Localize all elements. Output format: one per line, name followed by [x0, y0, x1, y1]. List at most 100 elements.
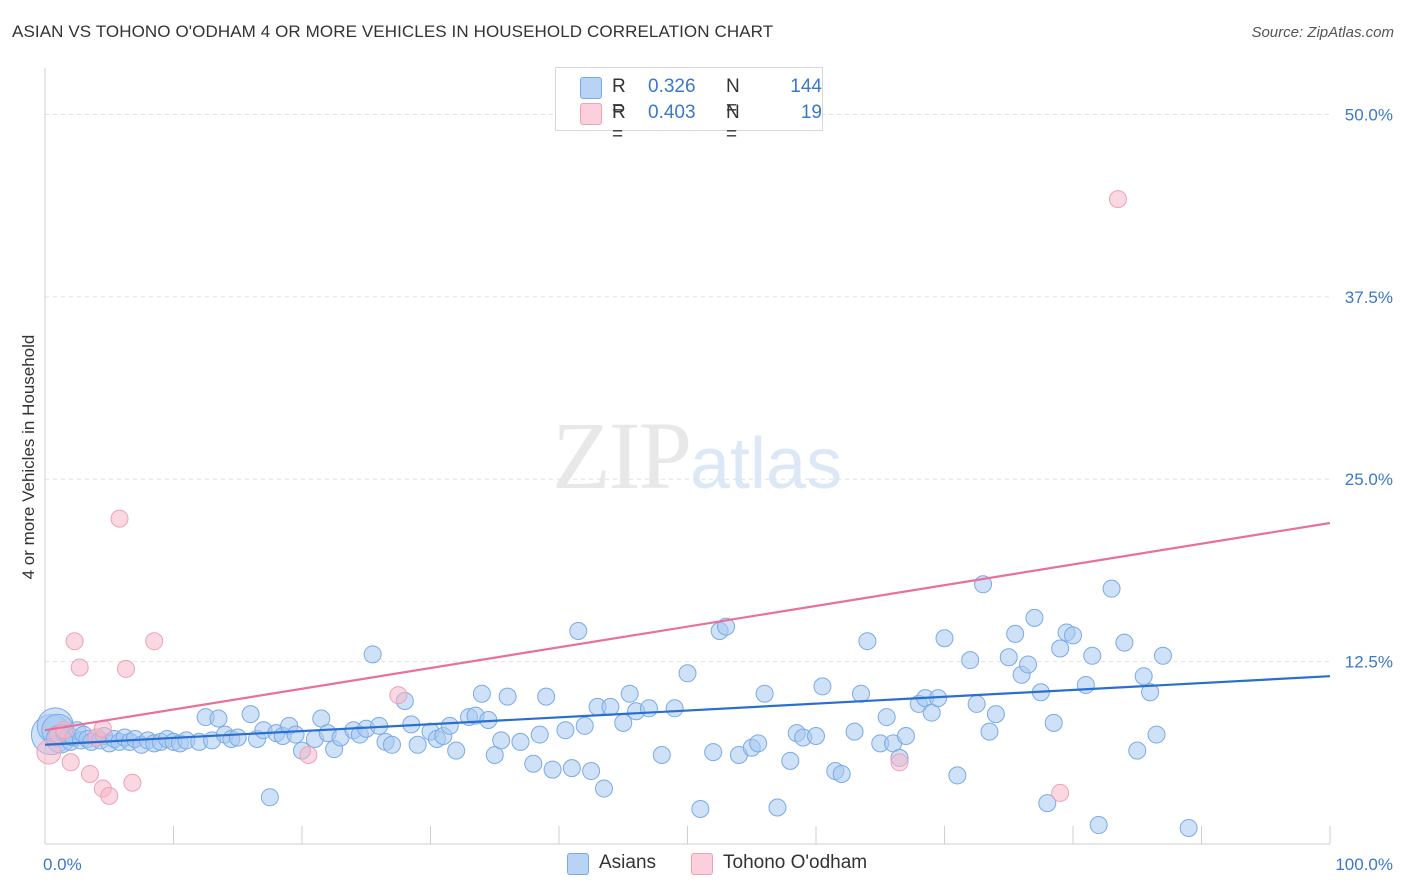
legend-swatch-asians — [580, 77, 602, 99]
watermark: ZIPatlas — [552, 400, 842, 511]
asians-point — [382, 735, 401, 754]
bottom-legend-swatch-asians — [567, 853, 589, 875]
x-tick-label: 100.0% — [1335, 855, 1393, 874]
bottom-legend-label-tohono: Tohono O'odham — [723, 852, 868, 873]
asians-point — [851, 684, 870, 703]
tohono-point — [110, 509, 129, 528]
tohono-point — [1051, 783, 1070, 802]
asians-point — [986, 705, 1005, 724]
tohono-point — [890, 753, 909, 772]
asians-point — [749, 734, 768, 753]
asians-point — [1141, 683, 1160, 702]
asians-point — [594, 779, 613, 798]
legend-n-value: 19 — [800, 102, 822, 123]
asians-point — [511, 732, 530, 751]
asians-point — [1044, 713, 1063, 732]
tohono-point — [116, 659, 135, 678]
asians-point — [1134, 667, 1153, 686]
watermark-zip: ZIP — [552, 402, 692, 509]
asians-point — [832, 764, 851, 783]
asians-point — [524, 754, 543, 773]
asians-point — [1128, 741, 1147, 760]
x-tick-label: 0.0% — [43, 855, 82, 874]
asians-point — [652, 745, 671, 764]
asians-point — [1102, 579, 1121, 598]
tohono-point — [61, 753, 80, 772]
asians-point — [228, 728, 247, 747]
legend-r-label: R = — [612, 76, 626, 119]
asians-point — [582, 762, 601, 781]
tohono-point — [389, 686, 408, 705]
legend-n-label: N = — [726, 102, 740, 145]
asians-point — [1006, 624, 1025, 643]
tohono-point — [36, 739, 62, 765]
y-axis-label: 4 or more Vehicles in Household — [19, 335, 38, 580]
tohono-point — [123, 773, 142, 792]
asians-point — [556, 721, 575, 740]
asians-point — [813, 677, 832, 696]
asians-point — [408, 735, 427, 754]
asians-point — [472, 684, 491, 703]
asians-point — [967, 694, 986, 713]
asians-point — [601, 697, 620, 716]
legend-swatch-tohono — [580, 103, 602, 125]
asians-point — [704, 743, 723, 762]
tohono-point — [1108, 190, 1127, 209]
asians-point — [1083, 646, 1102, 665]
tohono-trend-line — [44, 521, 1331, 732]
source-label: Source: ZipAtlas.com — [1251, 24, 1394, 41]
chart-title: ASIAN VS TOHONO O'ODHAM 4 OR MORE VEHICL… — [12, 22, 774, 41]
y-tick-label: 25.0% — [1345, 470, 1393, 489]
asians-point — [845, 722, 864, 741]
tohono-point — [65, 632, 84, 651]
asians-point — [1038, 794, 1057, 813]
asians-point — [1051, 639, 1070, 658]
tohono-point — [70, 658, 89, 677]
asians-point — [562, 759, 581, 778]
asians-point — [980, 722, 999, 741]
watermark-atlas: atlas — [690, 424, 843, 504]
asians-point — [530, 725, 549, 744]
asians-point — [755, 684, 774, 703]
legend-r-value: 0.403 — [648, 102, 696, 123]
legend-r-value: 0.326 — [648, 76, 696, 97]
asians-point — [1089, 816, 1108, 835]
asians-point — [639, 699, 658, 718]
asians-point — [935, 629, 954, 648]
asians-point — [620, 684, 639, 703]
asians-point — [877, 708, 896, 727]
asians-point — [678, 664, 697, 683]
asians-point — [948, 766, 967, 785]
tohono-point — [80, 764, 99, 783]
asians-point — [537, 687, 556, 706]
tohono-point — [55, 721, 74, 740]
asians-point — [1147, 725, 1166, 744]
asians-point — [543, 760, 562, 779]
asians-point — [691, 799, 710, 818]
asians-point — [768, 798, 787, 817]
asians-point — [447, 741, 466, 760]
asians-point — [665, 699, 684, 718]
asians-point — [1019, 655, 1038, 674]
asians-point — [575, 716, 594, 735]
asians-point — [241, 705, 260, 724]
asians-point — [961, 651, 980, 670]
bottom-legend-swatch-tohono — [691, 853, 713, 875]
asians-point — [717, 617, 736, 636]
asians-point — [1076, 675, 1095, 694]
asians-point — [1064, 626, 1082, 645]
bottom-legend-label-asians: Asians — [599, 852, 657, 873]
asians-point — [1025, 608, 1044, 627]
asians-point — [1153, 646, 1172, 665]
tohono-point — [145, 632, 164, 651]
asians-point — [363, 645, 382, 664]
asians-point — [896, 727, 915, 746]
y-tick-label: 50.0% — [1345, 105, 1393, 124]
y-tick-label: 37.5% — [1345, 288, 1393, 307]
asians-point — [1179, 818, 1198, 837]
y-tick-label: 12.5% — [1345, 653, 1393, 672]
stats-legend: R = 0.326 N = 144 R = 0.403 N = 19 — [555, 67, 823, 145]
asians-point — [781, 751, 800, 770]
asians-trend-line — [44, 675, 1331, 746]
